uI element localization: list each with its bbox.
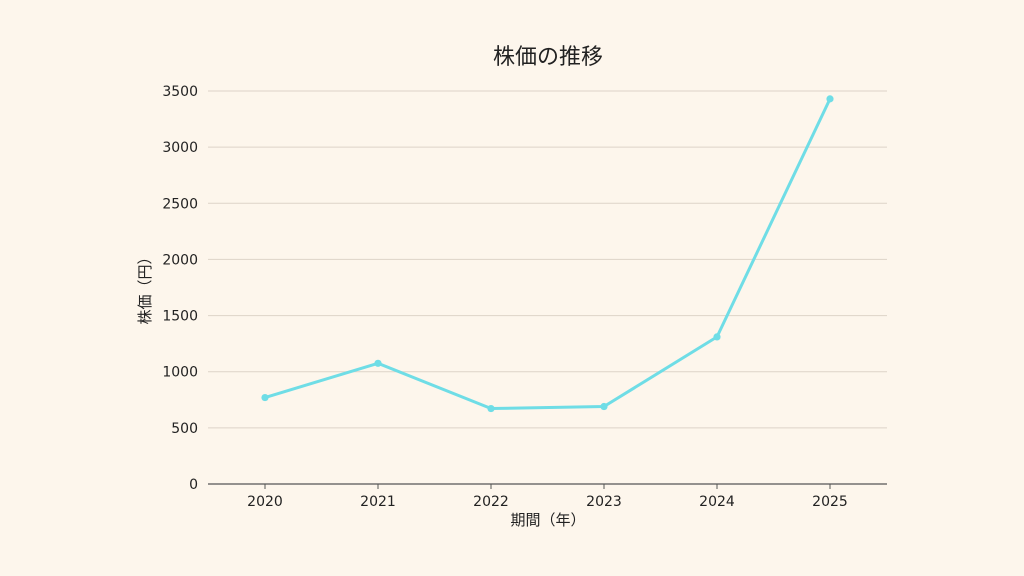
y-axis-label: 株価（円） (136, 249, 154, 324)
data-point (261, 393, 269, 402)
grid-lines (208, 90, 887, 429)
x-tick-label: 2021 (360, 494, 396, 510)
y-tick-label: 0 (189, 477, 198, 493)
series-line (263, 97, 832, 411)
x-tick-label: 2024 (699, 494, 735, 510)
y-tick-label: 2000 (162, 252, 198, 268)
x-tick-label: 2023 (586, 494, 622, 510)
chart-title: 株価の推移 (493, 45, 603, 70)
x-axis-ticks: 2020 2021 2022 2023 2024 2025 (247, 484, 848, 510)
x-axis-label: 期間（年） (510, 511, 585, 529)
y-tick-label: 500 (171, 421, 198, 437)
y-tick-label: 3000 (162, 140, 198, 156)
x-tick-label: 2020 (247, 494, 283, 510)
y-tick-label: 1000 (162, 365, 198, 381)
series-group (261, 95, 834, 413)
data-point (600, 402, 608, 411)
data-point (826, 95, 834, 103)
x-tick-label: 2022 (473, 494, 509, 510)
x-tick-label: 2025 (812, 494, 848, 510)
data-point (713, 333, 721, 341)
data-point (487, 404, 495, 413)
y-tick-label: 3500 (162, 84, 198, 100)
data-point (374, 359, 382, 367)
y-axis-ticks: 0 500 1000 1500 2000 2500 3000 3500 (162, 84, 198, 493)
y-tick-label: 2500 (162, 196, 198, 212)
y-tick-label: 1500 (162, 309, 198, 325)
